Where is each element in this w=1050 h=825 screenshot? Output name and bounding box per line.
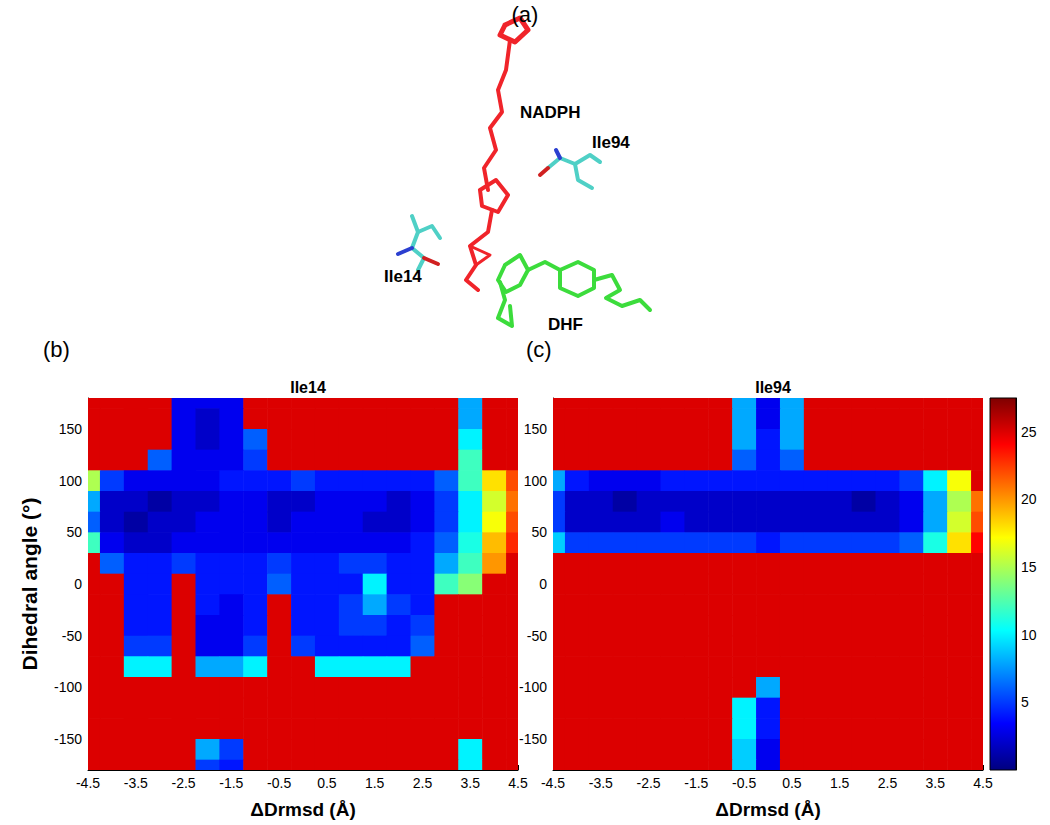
svg-text:150: 150 bbox=[524, 421, 548, 437]
svg-text:2.5: 2.5 bbox=[878, 775, 898, 791]
svg-text:20: 20 bbox=[1021, 491, 1037, 507]
svg-text:-50: -50 bbox=[527, 628, 547, 644]
svg-text:1.5: 1.5 bbox=[830, 775, 850, 791]
svg-text:1.5: 1.5 bbox=[365, 775, 385, 791]
svg-text:150: 150 bbox=[59, 421, 83, 437]
svg-text:-4.5: -4.5 bbox=[541, 775, 565, 791]
svg-text:0.5: 0.5 bbox=[317, 775, 337, 791]
svg-text:Ile94: Ile94 bbox=[755, 379, 791, 396]
svg-text:50: 50 bbox=[531, 524, 547, 540]
svg-text:4.5: 4.5 bbox=[973, 775, 993, 791]
svg-text:-1.5: -1.5 bbox=[219, 775, 243, 791]
svg-text:DHF: DHF bbox=[548, 315, 583, 334]
svg-text:3.5: 3.5 bbox=[460, 775, 480, 791]
svg-text:ΔDrmsd (Å): ΔDrmsd (Å) bbox=[715, 799, 821, 820]
svg-text:50: 50 bbox=[66, 524, 82, 540]
svg-text:Dihedral angle (°): Dihedral angle (°) bbox=[18, 498, 41, 671]
svg-text:10: 10 bbox=[1021, 627, 1037, 643]
svg-text:Ile14: Ile14 bbox=[384, 267, 422, 286]
svg-text:100: 100 bbox=[59, 473, 83, 489]
svg-text:-1.5: -1.5 bbox=[684, 775, 708, 791]
svg-text:(a): (a) bbox=[512, 2, 539, 27]
svg-text:NADPH: NADPH bbox=[520, 103, 580, 122]
svg-text:-100: -100 bbox=[54, 679, 82, 695]
svg-text:-4.5: -4.5 bbox=[76, 775, 100, 791]
svg-text:0.5: 0.5 bbox=[782, 775, 802, 791]
svg-text:0: 0 bbox=[539, 576, 547, 592]
svg-text:-2.5: -2.5 bbox=[636, 775, 660, 791]
svg-text:25: 25 bbox=[1021, 424, 1037, 440]
svg-text:Ile94: Ile94 bbox=[592, 133, 630, 152]
svg-text:-150: -150 bbox=[519, 731, 547, 747]
svg-text:(b): (b) bbox=[43, 337, 70, 362]
svg-text:-2.5: -2.5 bbox=[171, 775, 195, 791]
svg-text:-100: -100 bbox=[519, 679, 547, 695]
svg-text:3.5: 3.5 bbox=[925, 775, 945, 791]
svg-text:100: 100 bbox=[524, 473, 548, 489]
svg-text:4.5: 4.5 bbox=[508, 775, 528, 791]
svg-text:2.5: 2.5 bbox=[413, 775, 433, 791]
svg-text:5: 5 bbox=[1021, 694, 1029, 710]
svg-text:ΔDrmsd (Å): ΔDrmsd (Å) bbox=[250, 799, 356, 820]
svg-text:(c): (c) bbox=[526, 337, 552, 362]
svg-text:Ile14: Ile14 bbox=[290, 379, 326, 396]
svg-text:0: 0 bbox=[74, 576, 82, 592]
svg-text:-0.5: -0.5 bbox=[267, 775, 291, 791]
svg-text:-3.5: -3.5 bbox=[589, 775, 613, 791]
svg-text:-50: -50 bbox=[62, 628, 82, 644]
svg-text:-3.5: -3.5 bbox=[124, 775, 148, 791]
svg-text:-150: -150 bbox=[54, 731, 82, 747]
svg-text:15: 15 bbox=[1021, 559, 1037, 575]
svg-text:-0.5: -0.5 bbox=[732, 775, 756, 791]
